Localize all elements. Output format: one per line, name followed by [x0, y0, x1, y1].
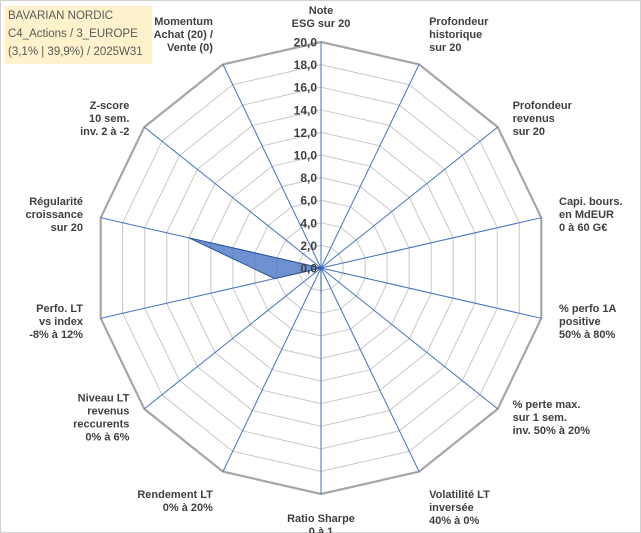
- title-line-3: (3,1% | 39,9%) / 2025W31: [8, 46, 143, 58]
- title-line-1: BAVARIAN NORDIC: [8, 10, 114, 22]
- category-label: Z-score 10 sem. inv. 2 à -2: [80, 100, 129, 138]
- category-label: Régularité croissance sur 20: [26, 196, 83, 234]
- radar-category-labels: Note ESG sur 20 Profondeur historique sur 20…: [26, 5, 623, 533]
- category-label: Perfo. LT vs index -8% à 12%: [29, 303, 84, 341]
- tick-label: 0,0: [300, 262, 317, 276]
- axis-spoke: [222, 267, 322, 472]
- chart-title-box: BAVARIAN NORDIC C4_Actions / 3_EUROPE (3…: [4, 6, 152, 64]
- axis-spoke: [320, 267, 420, 472]
- category-label: Profondeur revenus sur 20: [513, 100, 573, 138]
- series-area: [188, 237, 322, 294]
- tick-label: 14,0: [294, 103, 318, 117]
- tick-label: 16,0: [294, 81, 318, 95]
- radar-tick-labels: 0,0 2,0 4,0 6,0 8,0 10,0 12,0 14,0 16,0 18,0 20,0: [294, 36, 318, 276]
- category-label: % perfo 1A positive 50% à 80%: [559, 303, 617, 341]
- tick-label: 12,0: [294, 126, 318, 140]
- category-label: Momentum Achat (20) / Vente (0): [154, 16, 214, 54]
- tick-label: 4,0: [300, 216, 317, 230]
- tick-label: 18,0: [294, 58, 318, 72]
- axis-spoke: [320, 64, 420, 269]
- axis-spoke: [143, 126, 322, 269]
- tick-label: 8,0: [300, 171, 317, 185]
- category-label: % perte max. sur 1 sem. inv. 50% à 20%: [513, 399, 591, 437]
- category-label: Volatilité LT inversée 40% à 0%: [429, 489, 490, 527]
- category-label: Niveau LT revenus reccurents 0% à 6%: [73, 393, 130, 444]
- tick-label: 20,0: [294, 36, 318, 50]
- title-line-2: C4_Actions / 3_EUROPE: [8, 28, 138, 40]
- tick-label: 2,0: [300, 239, 317, 253]
- radar-series: [188, 237, 322, 294]
- category-label: Ratio Sharpe 0 à 1: [287, 513, 355, 533]
- category-label: Note ESG sur 20: [292, 5, 351, 30]
- axis-spoke: [320, 267, 499, 410]
- tick-label: 10,0: [294, 149, 318, 163]
- category-label: Rendement LT 0% à 20%: [137, 489, 213, 514]
- category-label: Profondeur historique sur 20: [429, 16, 489, 54]
- axis-spoke: [320, 267, 542, 319]
- axis-spoke: [222, 64, 322, 269]
- axis-spoke: [320, 217, 542, 269]
- axis-spoke: [143, 267, 322, 410]
- category-label: Capi. bours. en MdEUR 0 à 60 G€: [559, 196, 623, 234]
- tick-label: 6,0: [300, 194, 317, 208]
- axis-spoke: [320, 126, 499, 269]
